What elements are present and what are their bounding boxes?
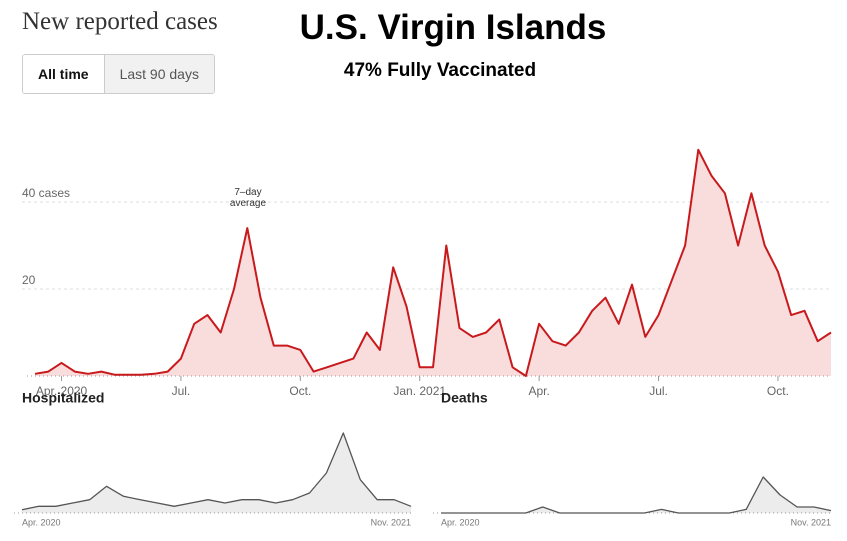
line: [441, 476, 832, 514]
chart-title: Deaths: [441, 390, 488, 406]
page-title: U.S. Virgin Islands: [299, 8, 607, 47]
x-tick-label: Apr.: [528, 384, 549, 398]
area: [22, 433, 411, 513]
x-tick-label: Jan. 2021: [393, 384, 446, 398]
x-tick-label: Oct.: [767, 384, 789, 398]
toggle-button[interactable]: Last 90 days: [103, 55, 214, 93]
line: [34, 148, 832, 377]
page-subtitle: 47% Fully Vaccinated: [343, 60, 537, 81]
y-tick-label: 20: [22, 273, 36, 287]
x-tick-label: Apr. 2020: [22, 517, 61, 527]
y-tick-label: 40 cases: [22, 186, 70, 200]
line: [21, 432, 412, 511]
range-toggle: All time Last 90 days: [22, 54, 215, 94]
x-tick-label: Nov. 2021: [791, 517, 831, 527]
area: [441, 477, 831, 513]
x-tick-label: Jul.: [172, 384, 191, 398]
x-tick-label: Nov. 2021: [371, 517, 411, 527]
x-tick-label: Jul.: [649, 384, 668, 398]
x-tick-label: Apr. 2020: [441, 517, 480, 527]
annotation: 7–day average: [229, 187, 267, 209]
toggle-button[interactable]: All time: [23, 55, 104, 93]
chart-title: New reported cases: [22, 8, 218, 35]
x-tick-label: Apr. 2020: [36, 384, 88, 398]
x-tick-label: Oct.: [289, 384, 311, 398]
area: [35, 149, 831, 376]
chart-title: Hospitalized: [22, 390, 104, 406]
